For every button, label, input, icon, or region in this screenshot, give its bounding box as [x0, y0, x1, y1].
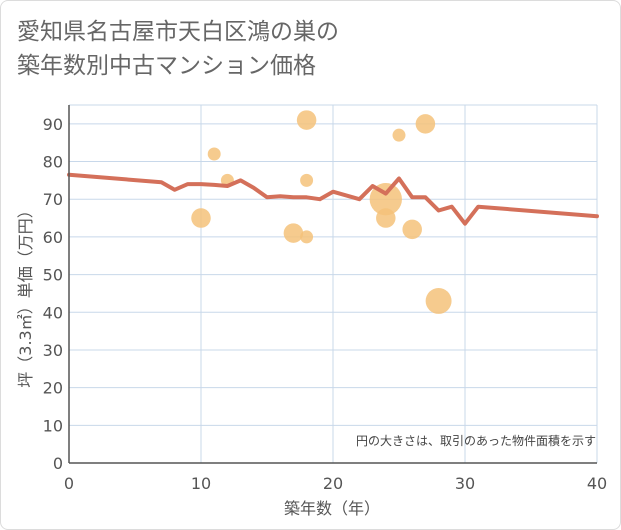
bubble-point: [283, 223, 304, 243]
trend-line: [67, 172, 599, 226]
y-tick-label: 90: [43, 115, 63, 134]
bubble-point: [207, 147, 221, 161]
bubble-point: [415, 114, 436, 134]
bubble-point: [425, 287, 452, 314]
bubble-point: [376, 208, 396, 228]
y-tick-label: 10: [43, 416, 63, 435]
chart-title: 愛知県名古屋市天白区鴻の巣の 築年数別中古マンション価格: [17, 19, 339, 79]
trend-series: [67, 172, 599, 226]
bubble-point: [300, 173, 314, 187]
x-tick-label: 10: [191, 474, 211, 493]
bubble-point: [296, 110, 317, 130]
bubble-point: [300, 230, 314, 244]
bubble-point: [402, 219, 422, 240]
bubble-point: [191, 208, 211, 228]
x-tick-label: 40: [587, 474, 607, 493]
bubble-size-note: 円の大きさは、取引のあった物件面積を示す: [356, 433, 596, 448]
x-tick-label: 20: [323, 474, 343, 493]
y-tick-label: 20: [43, 379, 63, 398]
y-tick-label: 60: [43, 228, 63, 247]
axes: 0 10 20 30 40 50 60 70 80 90 0 10 20 30 40: [43, 105, 607, 493]
x-tick-label: 30: [455, 474, 475, 493]
y-tick-label: 70: [43, 190, 63, 209]
bubble-point: [392, 128, 406, 142]
x-tick-label: 0: [64, 474, 74, 493]
grid-lines: [69, 104, 598, 463]
y-tick-label: 40: [43, 303, 63, 322]
y-tick-label: 30: [43, 341, 63, 360]
y-tick-label: 50: [43, 266, 63, 285]
x-axis-label: 築年数（年）: [284, 499, 380, 518]
y-tick-label: 0: [53, 454, 63, 473]
y-tick-label: 80: [43, 153, 63, 172]
y-axis-label: 坪（3.3㎡）単価（万円）: [16, 202, 35, 387]
bubble-series: [191, 110, 452, 314]
